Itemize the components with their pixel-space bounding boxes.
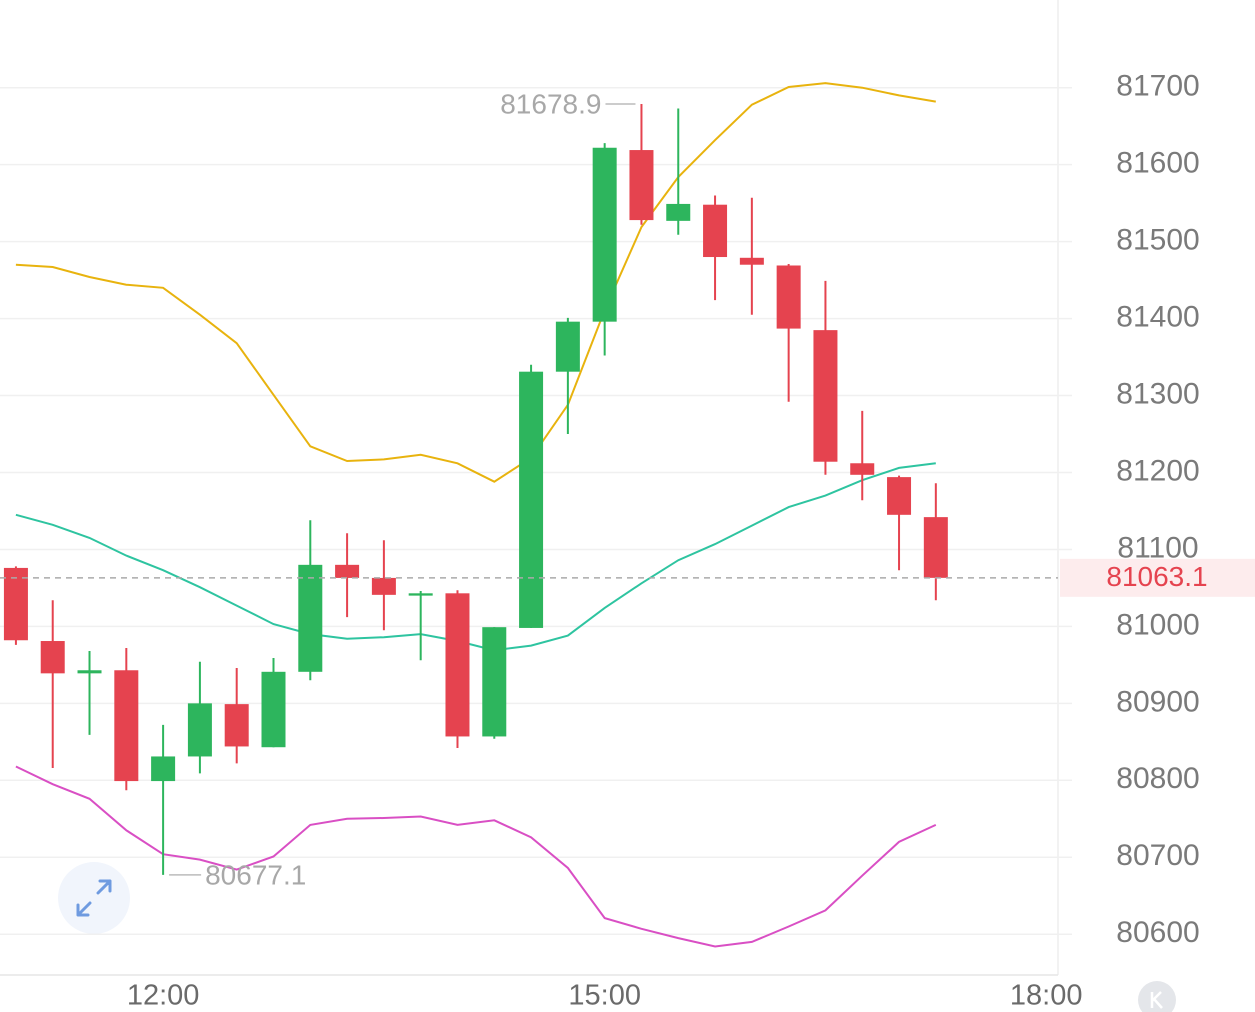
candle-body xyxy=(371,577,396,595)
candle-body xyxy=(629,150,654,221)
candle-body xyxy=(776,265,801,329)
candle-body xyxy=(850,463,875,475)
band-line xyxy=(15,765,937,948)
candle-body xyxy=(887,477,912,515)
x-tick-label: 12:00 xyxy=(127,980,200,1012)
candle-body xyxy=(739,257,764,265)
x-tick-label: 18:00 xyxy=(1010,980,1083,1012)
candle-body xyxy=(923,517,948,578)
y-tick-label: 80700 xyxy=(1116,839,1199,872)
y-tick-label: 81000 xyxy=(1116,608,1199,641)
y-tick-label: 80600 xyxy=(1116,916,1199,949)
current-price-label: 81063.1 xyxy=(1106,561,1207,592)
k-button[interactable] xyxy=(1138,981,1176,1012)
candle-body xyxy=(592,147,617,322)
current-price-box xyxy=(1060,558,1255,597)
min-label: 80677.1 xyxy=(205,859,306,890)
candle-body xyxy=(335,564,360,578)
candle-body xyxy=(813,330,838,462)
candle-body xyxy=(187,703,212,757)
y-tick-label: 81700 xyxy=(1116,70,1199,103)
candle-body xyxy=(555,321,580,372)
candle-body xyxy=(445,593,470,737)
candle-body xyxy=(519,371,544,628)
candle-body xyxy=(261,671,286,748)
candle-body xyxy=(298,564,323,672)
candle-body xyxy=(482,627,507,737)
grid xyxy=(0,86,1072,935)
candle-body xyxy=(408,593,433,596)
candle-body xyxy=(703,204,728,258)
band-line xyxy=(15,462,936,652)
x-tick-label: 15:00 xyxy=(568,980,641,1012)
candle-body xyxy=(666,203,691,221)
y-tick-label: 81200 xyxy=(1116,454,1199,487)
plot xyxy=(0,82,1058,948)
y-tick-label: 81400 xyxy=(1116,301,1199,334)
candle-body xyxy=(40,641,65,674)
y-tick-label: 81300 xyxy=(1116,377,1199,410)
expand-button[interactable] xyxy=(58,862,130,934)
k-icon[interactable] xyxy=(1150,991,1163,1009)
max-label: 81678.9 xyxy=(500,88,601,119)
candle-body xyxy=(224,704,249,747)
candle-body xyxy=(77,670,102,674)
y-tick-label: 81600 xyxy=(1116,147,1199,180)
labels: 8060080700808008090081000811008120081300… xyxy=(127,70,1255,1012)
y-tick-label: 80900 xyxy=(1116,685,1199,718)
band-line xyxy=(15,82,936,483)
candle-body xyxy=(151,756,176,782)
expand-icon[interactable] xyxy=(76,879,112,917)
y-tick-label: 80800 xyxy=(1116,762,1199,795)
expand-button-bg[interactable] xyxy=(58,862,130,934)
y-tick-label: 81500 xyxy=(1116,224,1199,257)
candle-body xyxy=(3,567,28,641)
candle-body xyxy=(114,670,139,782)
